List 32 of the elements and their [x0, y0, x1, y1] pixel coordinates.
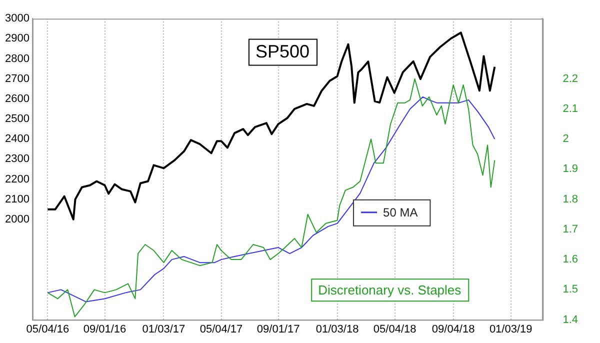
- x-tick-label: 05/04/18: [373, 323, 416, 336]
- x-tick-label: 01/03/17: [142, 323, 186, 336]
- x-tick-label: 01/03/18: [316, 323, 359, 336]
- y2-tick-label: 2.2: [562, 72, 578, 85]
- x-tick-label: 09/01/17: [256, 323, 300, 336]
- y-tick-label: 2200: [4, 173, 30, 186]
- y-tick-label: 2600: [4, 92, 30, 105]
- annotation: Discretionary vs. Staples: [318, 282, 462, 298]
- x-tick-label: 05/04/17: [200, 323, 243, 336]
- legend-label: 50 MA: [383, 206, 418, 220]
- y-tick-label: 2700: [4, 72, 30, 85]
- y2-tick-label: 1.6: [562, 254, 578, 266]
- y2-tick-label: 1.8: [562, 193, 578, 206]
- y-tick-label: 2500: [4, 113, 30, 126]
- y-tick-label: 2800: [4, 52, 30, 65]
- y-tick-label: 2000: [4, 213, 30, 226]
- y-tick-label: 2100: [4, 193, 30, 206]
- x-tick-label: 05/04/16: [26, 323, 70, 336]
- y-tick-label: 3000: [4, 12, 30, 25]
- x-tick-label: 09/01/16: [83, 323, 126, 336]
- y2-tick-label: 2: [562, 133, 569, 146]
- annotation: SP500: [255, 42, 310, 62]
- y2-tick-label: 2.1: [562, 102, 578, 115]
- y-tick-label: 2400: [4, 133, 30, 146]
- y2-tick-label: 1.7: [562, 223, 578, 236]
- y2-tick-label: 1.5: [562, 284, 578, 296]
- x-tick-label: 09/04/18: [432, 323, 475, 336]
- x-tick-label: 01/03/19: [489, 323, 532, 336]
- y2-tick-label: 1.4: [562, 314, 578, 326]
- y-tick-label: 2300: [4, 153, 30, 166]
- y-tick-label: 2900: [4, 32, 30, 45]
- y2-tick-label: 1.9: [562, 163, 578, 176]
